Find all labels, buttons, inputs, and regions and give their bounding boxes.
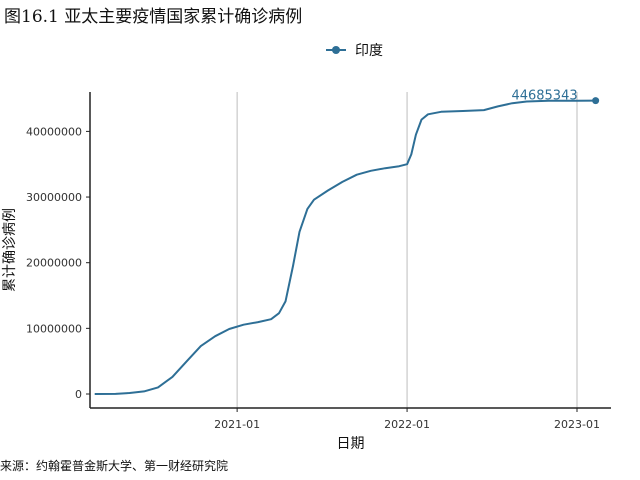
y-tick-label: 20000000 [26, 257, 82, 270]
y-tick-label: 40000000 [26, 125, 82, 138]
series-line [94, 99, 596, 395]
y-tick-label: 30000000 [26, 191, 82, 204]
y-axis-title: 累计确诊病例 [2, 208, 18, 292]
x-axis-title: 日期 [337, 436, 365, 452]
x-tick-label: 2021-01 [214, 418, 260, 431]
legend: 印度 [325, 40, 383, 60]
source-note: 来源：约翰霍普金斯大学、第一财经研究院 [0, 459, 229, 473]
y-tick-label: 0 [75, 388, 82, 401]
x-tick-label: 2022-01 [384, 418, 430, 431]
series-end-point [592, 97, 600, 105]
chart-title: 图16.1 亚太主要疫情国家累计确诊病例 [4, 7, 303, 27]
series-end-label: 44685343 [511, 89, 577, 104]
legend-swatch [326, 46, 346, 54]
y-tick-label: 10000000 [26, 322, 82, 335]
x-tick-label: 2023-01 [554, 418, 600, 431]
legend-label: 印度 [355, 43, 383, 59]
